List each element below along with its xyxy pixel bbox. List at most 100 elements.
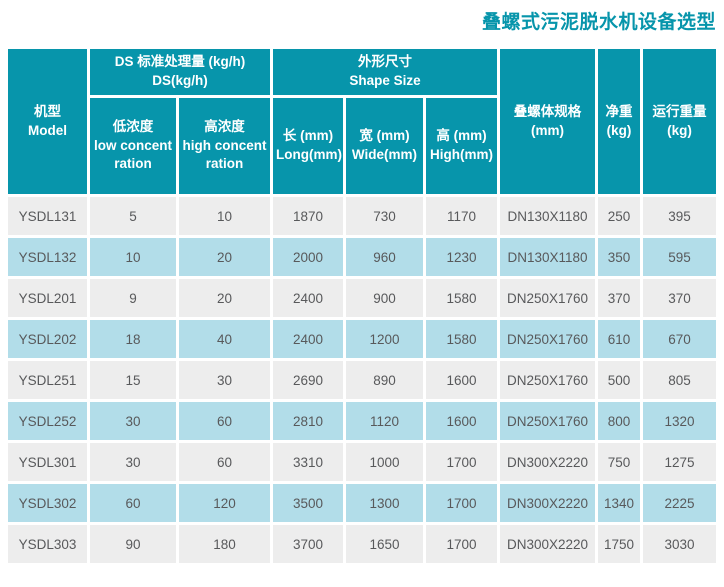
cell-screw-body-spec-mm: DN250X1760	[500, 279, 596, 317]
cell-high-concentration: 20	[179, 279, 270, 317]
col-header-low-concentration-en: low concentration	[93, 137, 172, 172]
cell-low-concentration: 60	[90, 484, 176, 522]
col-header-width-zh: 宽 (mm)	[359, 128, 410, 144]
cell-width-mm: 960	[346, 238, 423, 276]
col-header-running-weight-zh: 运行重量	[652, 103, 707, 119]
cell-screw-body-spec-mm: DN300X2220	[500, 484, 596, 522]
cell-length-mm: 2000	[273, 238, 343, 276]
cell-low-concentration: 30	[90, 402, 176, 440]
cell-width-mm: 730	[346, 197, 423, 235]
cell-width-mm: 890	[346, 361, 423, 399]
page: 叠螺式污泥脱水机设备选型 机型 Model DS 标准处理量 (kg/h) DS…	[0, 12, 724, 587]
col-header-screw-body-spec-zh: 叠螺体规格	[513, 103, 582, 119]
cell-low-concentration: 9	[90, 279, 176, 317]
cell-height-mm: 1700	[426, 525, 498, 563]
cell-width-mm: 1650	[346, 525, 423, 563]
cell-low-concentration: 90	[90, 525, 176, 563]
table-row: YSDL303 90 180 3700 1650 1700 DN300X2220 1750 30…	[8, 525, 717, 563]
col-header-length: 长 (mm) Long(mm)	[273, 98, 343, 194]
col-group-ds-capacity: DS 标准处理量 (kg/h) DS(kg/h)	[90, 49, 270, 95]
cell-model: YSDL131	[8, 197, 87, 235]
cell-running-weight-kg: 595	[643, 238, 717, 276]
table-body: YSDL131 5 10 1870 730 1170 DN130X1180 250 395 YSD…	[8, 197, 717, 563]
col-header-model-zh: 机型	[34, 103, 61, 119]
col-group-shape-size: 外形尺寸 Shape Size	[273, 49, 498, 95]
cell-height-mm: 1600	[426, 402, 498, 440]
cell-length-mm: 2690	[273, 361, 343, 399]
table-row: YSDL202 18 40 2400 1200 1580 DN250X1760 610 670	[8, 320, 717, 358]
cell-running-weight-kg: 395	[643, 197, 717, 235]
table-row: YSDL132 10 20 2000 960 1230 DN130X1180 350 595	[8, 238, 717, 276]
cell-low-concentration: 30	[90, 443, 176, 481]
cell-high-concentration: 60	[179, 402, 270, 440]
cell-length-mm: 2400	[273, 279, 343, 317]
table-row: YSDL251 15 30 2690 890 1600 DN250X1760 500 805	[8, 361, 717, 399]
cell-height-mm: 1700	[426, 443, 498, 481]
cell-net-weight-kg: 610	[598, 320, 641, 358]
cell-high-concentration: 60	[179, 443, 270, 481]
cell-net-weight-kg: 750	[598, 443, 641, 481]
cell-screw-body-spec-mm: DN300X2220	[500, 525, 596, 563]
cell-screw-body-spec-mm: DN130X1180	[500, 197, 596, 235]
col-header-low-concentration-zh: 低浓度	[112, 118, 154, 134]
cell-running-weight-kg: 2225	[643, 484, 717, 522]
col-header-length-zh: 长 (mm)	[282, 128, 334, 144]
cell-width-mm: 900	[346, 279, 423, 317]
cell-model: YSDL302	[8, 484, 87, 522]
cell-width-mm: 1120	[346, 402, 423, 440]
cell-low-concentration: 15	[90, 361, 176, 399]
col-header-height-en: High(mm)	[430, 147, 494, 162]
cell-high-concentration: 40	[179, 320, 270, 358]
col-group-ds-capacity-en: DS(kg/h)	[152, 73, 208, 88]
cell-net-weight-kg: 250	[598, 197, 641, 235]
table-header: 机型 Model DS 标准处理量 (kg/h) DS(kg/h) 外形尺寸 S…	[8, 49, 717, 194]
col-header-running-weight: 运行重量 (kg)	[643, 49, 717, 194]
cell-height-mm: 1580	[426, 279, 498, 317]
cell-height-mm: 1230	[426, 238, 498, 276]
table-row: YSDL201 9 20 2400 900 1580 DN250X1760 370 370	[8, 279, 717, 317]
col-header-high-concentration-zh: 高浓度	[204, 118, 245, 134]
spec-table: 机型 Model DS 标准处理量 (kg/h) DS(kg/h) 外形尺寸 S…	[5, 46, 720, 566]
cell-low-concentration: 10	[90, 238, 176, 276]
col-group-shape-size-en: Shape Size	[349, 73, 421, 88]
cell-running-weight-kg: 1320	[643, 402, 717, 440]
cell-low-concentration: 5	[90, 197, 176, 235]
cell-width-mm: 1300	[346, 484, 423, 522]
cell-height-mm: 1700	[426, 484, 498, 522]
cell-high-concentration: 180	[179, 525, 270, 563]
cell-model: YSDL251	[8, 361, 87, 399]
col-group-shape-size-zh: 外形尺寸	[358, 54, 413, 70]
col-header-screw-body-spec-unit: (mm)	[531, 122, 565, 138]
cell-length-mm: 3500	[273, 484, 343, 522]
cell-model: YSDL301	[8, 443, 87, 481]
cell-model: YSDL132	[8, 238, 87, 276]
col-header-low-concentration: 低浓度 low concentration	[90, 98, 176, 194]
col-header-net-weight-zh: 净重	[605, 103, 633, 119]
page-title: 叠螺式污泥脱水机设备选型	[481, 12, 716, 33]
col-header-high-concentration-en: high concentration	[182, 137, 267, 172]
col-header-length-en: Long(mm)	[276, 147, 342, 162]
col-header-width-en: Wide(mm)	[351, 147, 418, 162]
cell-length-mm: 2810	[273, 402, 343, 440]
cell-model: YSDL252	[8, 402, 87, 440]
cell-model: YSDL303	[8, 525, 87, 563]
table-row: YSDL131 5 10 1870 730 1170 DN130X1180 250 395	[8, 197, 717, 235]
cell-running-weight-kg: 670	[643, 320, 717, 358]
cell-height-mm: 1170	[426, 197, 498, 235]
cell-net-weight-kg: 800	[598, 402, 641, 440]
cell-length-mm: 1870	[273, 197, 343, 235]
table-row: YSDL252 30 60 2810 1120 1600 DN250X1760 800 1320	[8, 402, 717, 440]
cell-width-mm: 1000	[346, 443, 423, 481]
col-header-model: 机型 Model	[8, 49, 87, 194]
cell-high-concentration: 20	[179, 238, 270, 276]
cell-running-weight-kg: 1275	[643, 443, 717, 481]
col-header-height-zh: 高 (mm)	[436, 128, 487, 144]
cell-high-concentration: 10	[179, 197, 270, 235]
cell-width-mm: 1200	[346, 320, 423, 358]
cell-model: YSDL201	[8, 279, 87, 317]
col-header-running-weight-unit: (kg)	[667, 122, 692, 138]
col-header-net-weight: 净重 (kg)	[598, 49, 641, 194]
col-header-model-en: Model	[28, 122, 67, 138]
cell-model: YSDL202	[8, 320, 87, 358]
cell-length-mm: 3310	[273, 443, 343, 481]
